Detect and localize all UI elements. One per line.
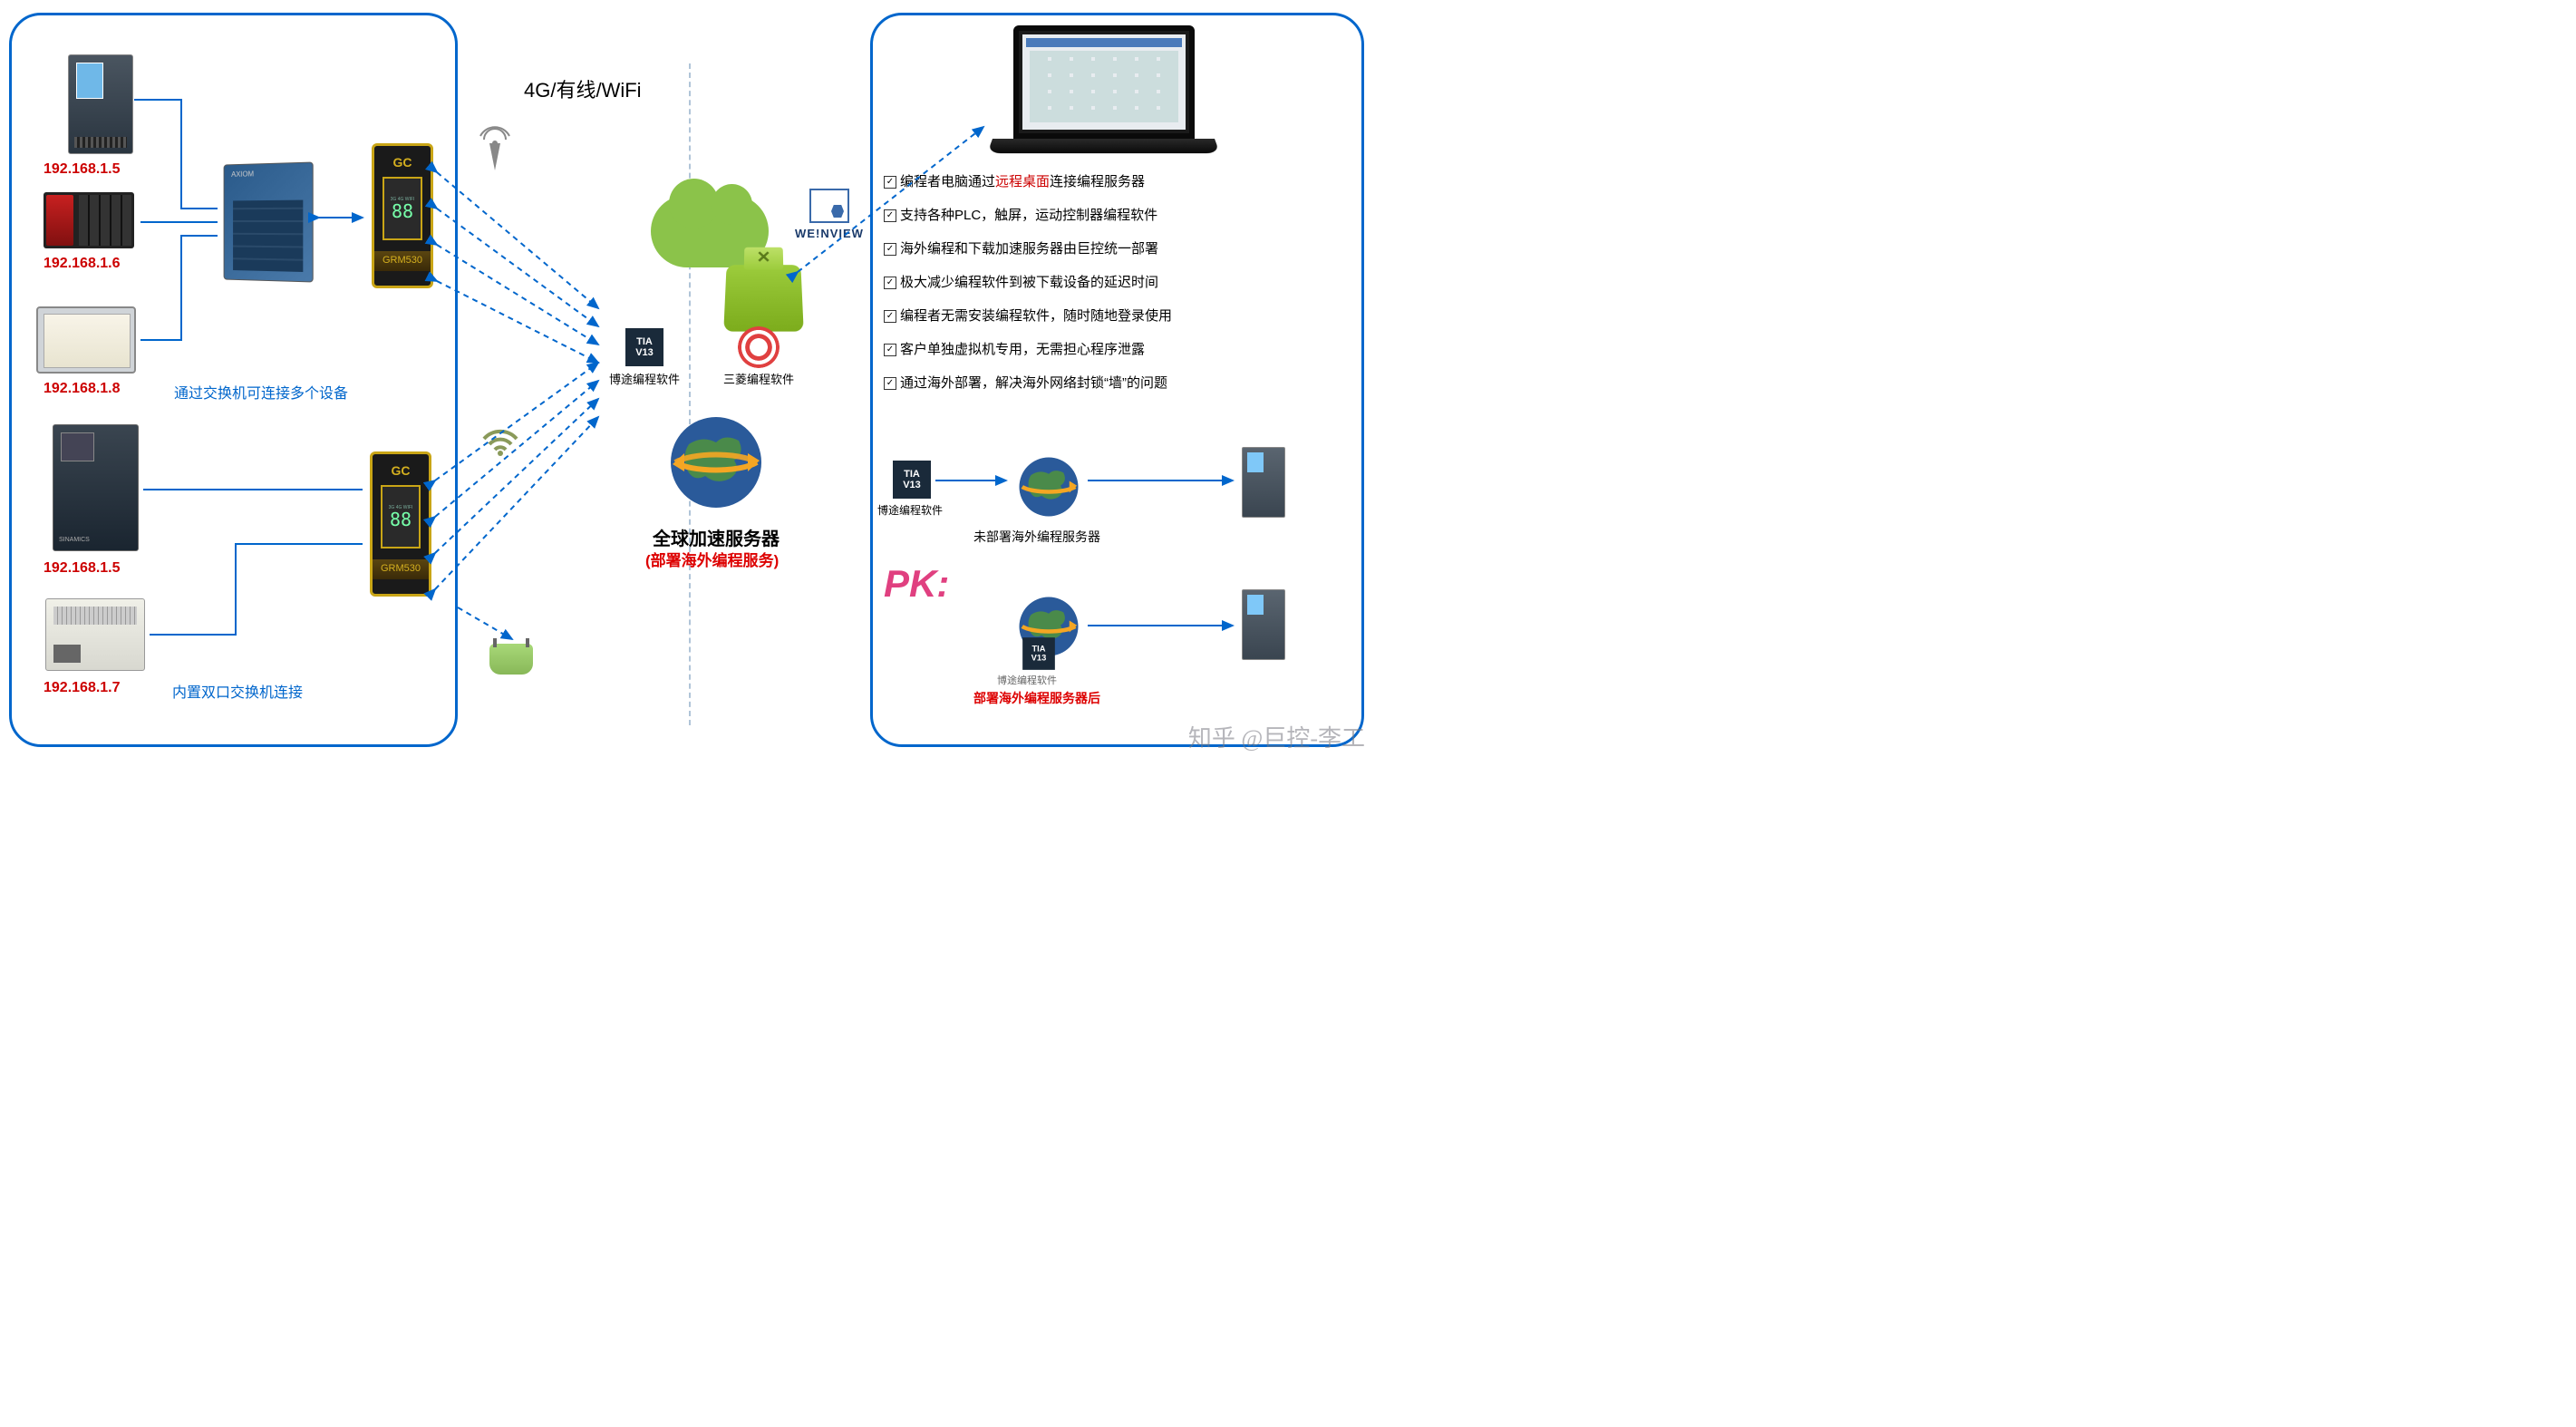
- feature-item: ✓客户单独虚拟机专用，无需担心程序泄露: [884, 340, 1355, 359]
- ip-1: 192.168.1.5: [44, 161, 121, 178]
- switch-caption: 通过交换机可连接多个设备: [174, 381, 348, 403]
- tia-line1: TIA: [636, 336, 653, 347]
- melsoft-caption: 三菱编程软件: [723, 370, 794, 387]
- grm-model-2: GRM530: [373, 559, 429, 579]
- feature-item: ✓海外编程和下载加速服务器由巨控统一部署: [884, 239, 1355, 258]
- ip-3: 192.168.1.8: [44, 381, 121, 397]
- servo-controller-icon: [45, 598, 145, 671]
- grm-model: GRM530: [374, 251, 431, 271]
- gateway-grm530-top-icon: GC GRM530: [372, 143, 433, 288]
- cell-antenna-icon: [479, 125, 511, 170]
- builtin-switch-caption: 内置双口交换机连接: [172, 680, 303, 702]
- tia-caption: 博途编程软件: [609, 370, 680, 387]
- watermark: 知乎 @巨控-李工: [1188, 720, 1365, 753]
- weinview-text: WE!NVIEW: [780, 227, 879, 240]
- weinview-icon: [809, 189, 849, 223]
- ip-5: 192.168.1.7: [44, 680, 121, 696]
- feature-item: ✓支持各种PLC，触屏，运动控制器编程软件: [884, 206, 1355, 225]
- plc-siemens-icon: [68, 54, 133, 154]
- globe-server-icon: [662, 408, 770, 517]
- plc-mitsubishi-icon: [44, 192, 134, 248]
- grm-brand: GC: [374, 146, 431, 170]
- row1-caption: 未部署海外编程服务器: [973, 528, 1100, 546]
- router-icon: [489, 644, 533, 675]
- pk-label: PK:: [884, 562, 949, 606]
- green-server-icon: [723, 265, 803, 331]
- feature-item: ✓编程者电脑通过远程桌面连接编程服务器: [884, 172, 1355, 191]
- tia-row2-icon: TIAV13: [1022, 637, 1055, 670]
- tia-portal-icon: TIA V13: [625, 328, 663, 366]
- sinamics-drive-icon: [53, 424, 139, 551]
- gateway-grm530-bottom-icon: GC GRM530: [370, 451, 431, 597]
- globe-title: 全球加速服务器: [653, 524, 780, 550]
- ethernet-switch-icon: [224, 161, 314, 282]
- wifi-icon: [480, 424, 520, 457]
- connectivity-title: 4G/有线/WiFi: [524, 74, 642, 103]
- plc-row1-icon: [1242, 447, 1285, 518]
- feature-list: ✓编程者电脑通过远程桌面连接编程服务器 ✓支持各种PLC，触屏，运动控制器编程软…: [884, 172, 1355, 407]
- tia-row2-caption: 博途编程软件: [997, 673, 1057, 687]
- feature-item: ✓编程者无需安装编程软件，随时随地登录使用: [884, 306, 1355, 325]
- row2-caption: 部署海外编程服务器后: [973, 689, 1100, 707]
- grm-brand-2: GC: [373, 454, 429, 478]
- globe-row1-icon: [1013, 451, 1084, 522]
- ip-2: 192.168.1.6: [44, 256, 121, 272]
- tia-line2: V13: [635, 347, 654, 358]
- globe-subtitle: (部署海外编程服务): [645, 548, 779, 570]
- grm-lcd-icon-2: [381, 485, 421, 548]
- center-divider: [689, 63, 691, 725]
- hmi-panel-icon: [36, 306, 136, 374]
- grm-lcd-icon: [383, 177, 422, 240]
- melsoft-icon: [738, 326, 780, 368]
- plc-row2-icon: [1242, 589, 1285, 660]
- feature-item: ✓通过海外部署，解决海外网络封锁“墙”的问题: [884, 374, 1355, 393]
- feature-item: ✓极大减少编程软件到被下载设备的延迟时间: [884, 273, 1355, 292]
- tia-row1-icon: TIAV13: [893, 461, 931, 499]
- weinview-logo: WE!NVIEW: [780, 189, 879, 240]
- laptop-icon: [993, 25, 1215, 170]
- tia-row1-caption: 博途编程软件: [877, 502, 943, 518]
- ip-4: 192.168.1.5: [44, 560, 121, 577]
